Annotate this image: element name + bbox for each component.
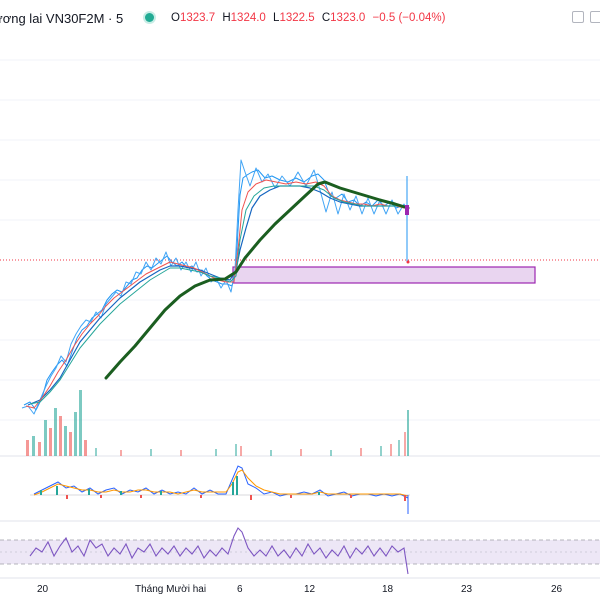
price-zone-rectangle[interactable]	[232, 266, 536, 284]
last-candle-body	[405, 205, 409, 215]
settings-icon[interactable]	[590, 11, 600, 23]
price-series	[21, 159, 409, 415]
maximize-icon[interactable]	[572, 11, 584, 23]
low-label: L	[273, 12, 280, 24]
close-value: 1323.0	[330, 12, 366, 24]
open-label: O	[171, 12, 180, 24]
long-moving-average	[104, 180, 410, 380]
high-value: 1324.0	[230, 12, 266, 24]
macd-pane	[30, 465, 410, 514]
ohlc-legend: O1323.7 H1324.0 L1322.5 C1323.0 −0.5 (−0…	[171, 12, 449, 24]
rsi-pane	[0, 527, 600, 575]
close-label: C	[321, 12, 331, 24]
x-axis-label: 20	[37, 584, 49, 595]
last-price-marker	[406, 260, 410, 264]
x-axis-label: 18	[382, 584, 394, 595]
x-axis-label: 6	[237, 584, 243, 595]
grid	[0, 59, 600, 421]
chart-header: ương lai VN30F2M · 5 O1323.7 H1324.0 L13…	[0, 0, 600, 34]
open-value: 1323.7	[179, 12, 216, 24]
x-axis-label: 26	[551, 584, 563, 595]
high-label: H	[222, 12, 231, 24]
symbol-title[interactable]: ương lai VN30F2M · 5	[0, 11, 124, 26]
x-axis-label: 12	[304, 584, 316, 595]
volume-bars	[26, 390, 409, 456]
x-axis-label: Tháng Mười hai	[135, 584, 207, 595]
change-value: −0.5 (−0.04%)	[372, 12, 446, 24]
low-value: 1322.5	[279, 12, 315, 24]
market-status-icon	[145, 13, 154, 22]
x-axis-label: 23	[461, 584, 473, 595]
